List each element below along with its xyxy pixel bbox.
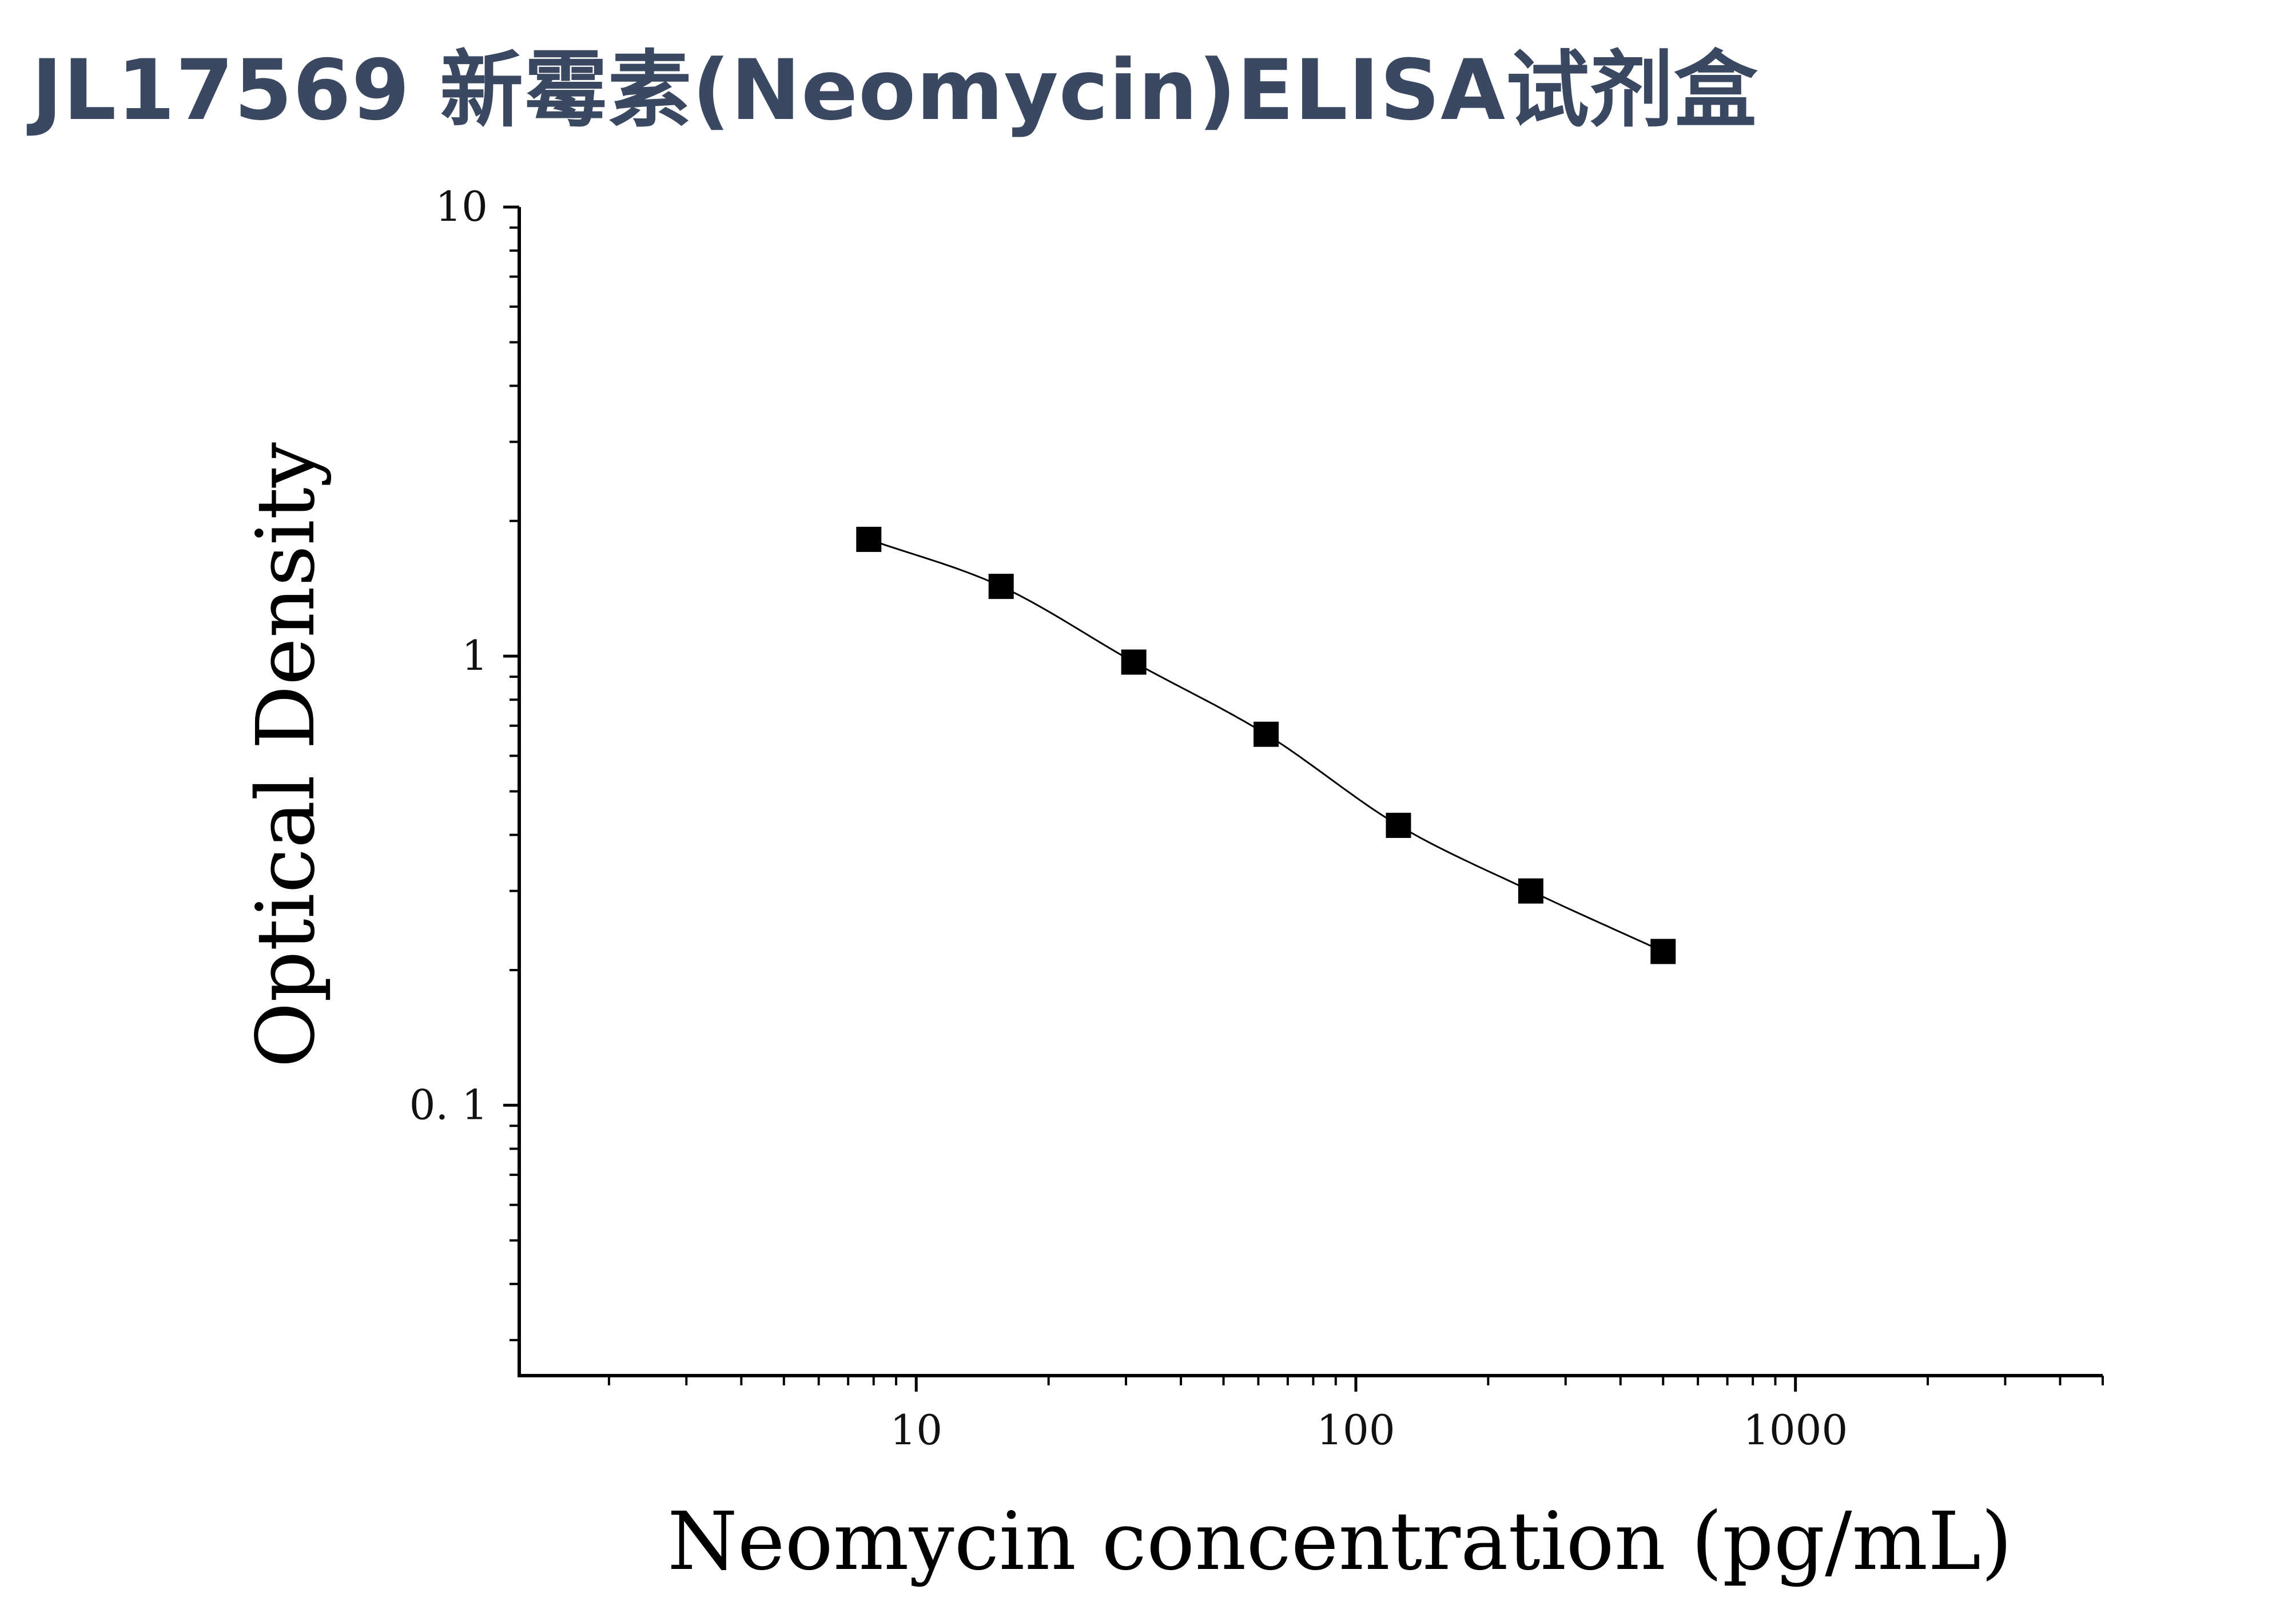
data-point-marker (988, 574, 1014, 599)
y-tick-label: 10 (435, 182, 488, 231)
y-tick-label: 0. 1 (409, 1080, 488, 1129)
data-point-marker (1518, 878, 1543, 904)
data-point-marker (1121, 649, 1147, 675)
x-tick-label: 10 (890, 1406, 942, 1454)
x-tick-label: 100 (1316, 1406, 1395, 1454)
data-point-marker (1254, 721, 1279, 747)
data-point-marker (1386, 812, 1411, 838)
data-point-marker (1650, 939, 1676, 964)
data-markers (856, 526, 1676, 964)
page-title: JL17569 新霉素(Neomycin)ELISA试剂盒 (31, 42, 1758, 139)
x-tick-label: 1000 (1743, 1406, 1848, 1454)
x-axis-label: Neomycin concentration (pg/mL) (667, 1495, 2012, 1588)
y-tick-label: 1 (461, 631, 488, 680)
tick-labels: 10 100 1000 0. 1 1 10 (409, 182, 1848, 1454)
axes (503, 205, 2104, 1392)
data-point-marker (856, 526, 882, 552)
y-axis-label: Optical Density (240, 442, 333, 1068)
